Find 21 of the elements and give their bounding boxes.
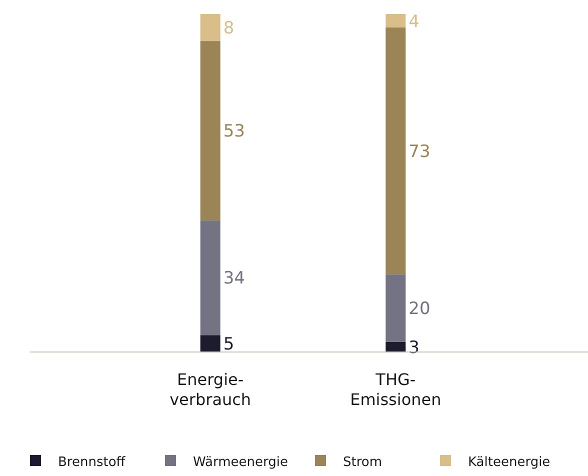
bar [200, 41, 220, 220]
bar [386, 342, 406, 352]
bar [200, 335, 220, 352]
x-tick-label: THG-Emissionen [350, 370, 442, 409]
data-label: 53 [223, 122, 245, 142]
bar [200, 14, 220, 42]
data-label: 8 [223, 18, 234, 39]
data-label: 34 [223, 268, 245, 289]
data-label: 73 [408, 142, 430, 162]
data-label: 20 [408, 299, 430, 320]
x-tick-label: Energie-verbrauch [170, 370, 252, 409]
legend-label: Strom [343, 455, 382, 470]
bar [386, 274, 406, 342]
bar [386, 28, 406, 274]
data-label: 4 [408, 12, 420, 32]
data-label: 5 [223, 334, 234, 355]
legend-label: Wärmeenergie [193, 455, 288, 470]
legend-label: Brennstoff [58, 455, 126, 470]
bar [200, 220, 220, 336]
bar [386, 14, 406, 28]
legend-label: Kälteenergie [468, 455, 550, 470]
